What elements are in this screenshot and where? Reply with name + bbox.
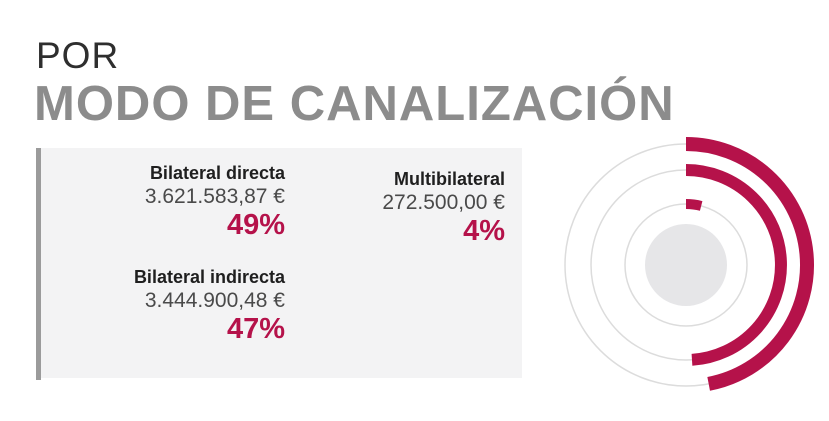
page-eyebrow: POR [36,35,120,76]
entry-label: Multibilateral [393,169,505,189]
arc-bilateral-directa [685,164,787,366]
entry-label: Bilateral indirecta [133,267,285,287]
summary-panel [36,148,522,378]
arc-multibilateral [685,199,703,211]
arc-bilateral-indirecta [685,137,814,391]
entry-percent: 4% [463,215,505,247]
entry-label: Bilateral directa [149,163,285,183]
entry-percent: 47% [226,313,285,345]
radial-bar-chart [564,137,814,391]
entry-bilateral-indirecta: Bilateral indirecta 3.444.900,48 € 47% [134,266,285,345]
panel-accent-rule [36,148,41,380]
arc-series [685,137,814,391]
entry-amount: 3.444.900,48 € [144,289,285,312]
entry-bilateral-directa: Bilateral directa 3.621.583,87 € 49% [145,162,285,241]
entry-amount: 272.500,00 € [382,191,505,214]
entry-multibilateral: Multibilateral 272.500,00 € 4% [382,168,505,247]
center-disc [645,224,727,306]
page-title: MODO DE CANALIZACIÓN [34,77,675,131]
entry-percent: 49% [226,209,285,241]
entry-amount: 3.621.583,87 € [144,185,285,208]
